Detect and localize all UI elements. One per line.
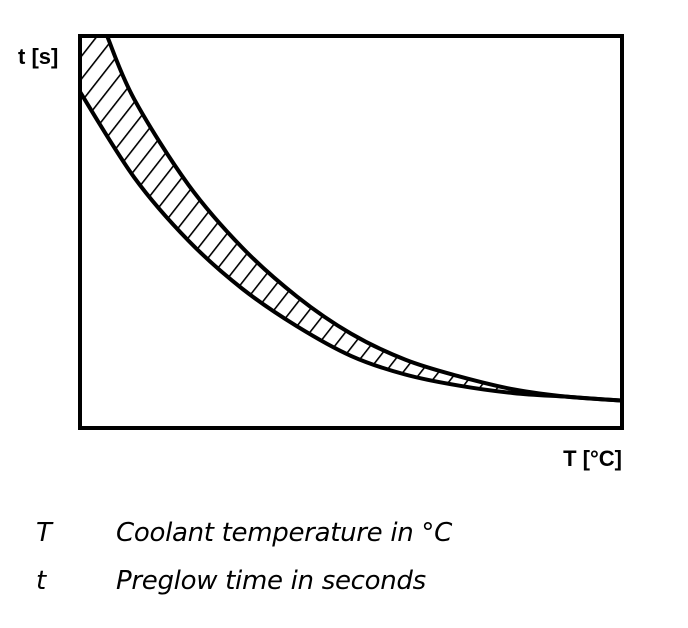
- y-axis-label: t [s]: [18, 44, 58, 69]
- hatched-band: [80, 36, 622, 401]
- upper-bound-curve: [105, 36, 622, 403]
- plot-frame: [78, 34, 624, 430]
- legend-row-coolant-temperature: T Coolant temperature in °C: [0, 518, 688, 558]
- lower-bound-curve: [80, 90, 622, 403]
- legend-symbol: t: [36, 566, 46, 596]
- legend-symbol: T: [36, 518, 52, 548]
- legend-row-preglow-time: t Preglow time in seconds: [0, 566, 688, 606]
- legend-description: Preglow time in seconds: [116, 566, 426, 596]
- chart: t [s] T [°C]: [18, 34, 624, 471]
- legend-description: Coolant temperature in °C: [116, 518, 452, 548]
- x-axis-label: T [°C]: [563, 446, 622, 471]
